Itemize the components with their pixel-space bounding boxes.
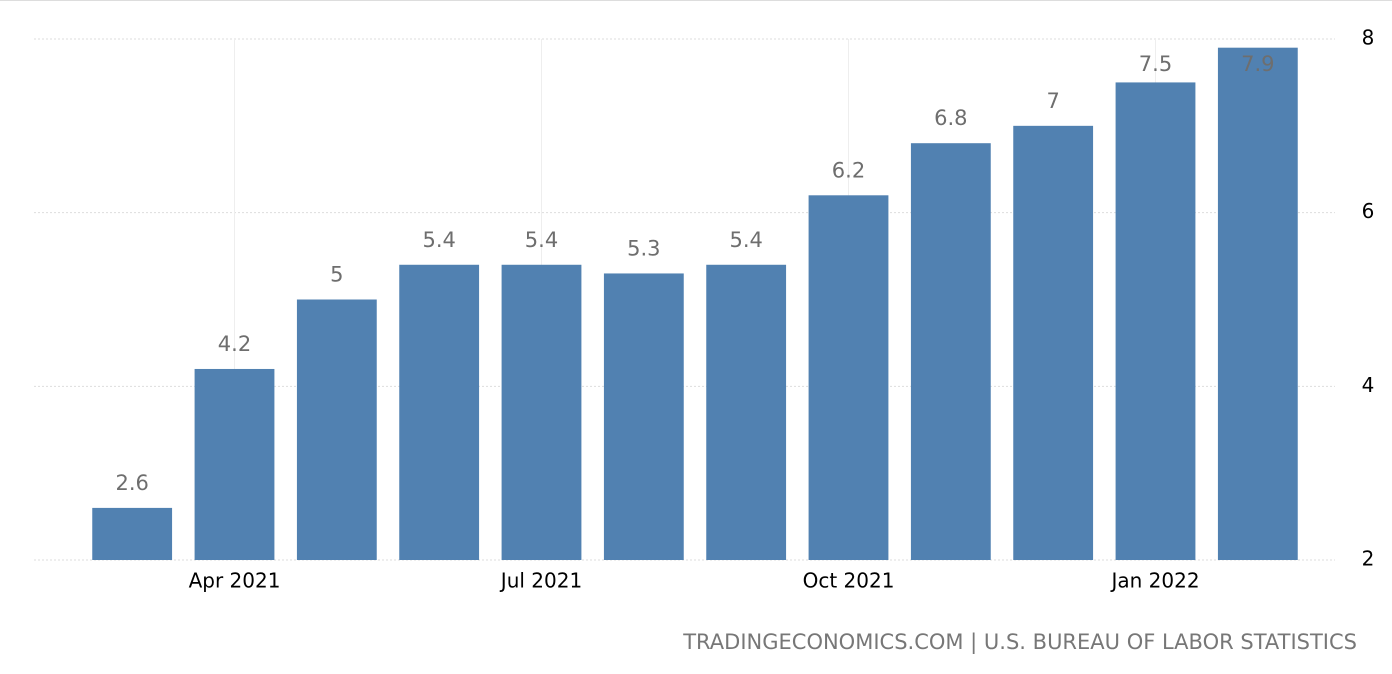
- bar: [92, 507, 173, 560]
- value-label: 4.2: [218, 332, 251, 356]
- x-tick-label: Apr 2021: [189, 569, 281, 593]
- y-tick-label: 8: [1362, 26, 1375, 50]
- source: TRADINGECONOMICS.COM | U.S. BUREAU OF LA…: [682, 630, 1357, 655]
- bar: [603, 273, 684, 560]
- bar: [296, 299, 377, 560]
- y-tick-label: 6: [1362, 199, 1375, 223]
- bar: [399, 264, 480, 560]
- value-label: 2.6: [115, 471, 148, 495]
- x-tick-label: Jan 2022: [1109, 569, 1199, 593]
- bar: [706, 264, 787, 560]
- x-tick-label: Jul 2021: [499, 569, 582, 593]
- value-label: 7.5: [1139, 52, 1172, 76]
- value-label: 5.4: [525, 228, 558, 252]
- value-label: 5.4: [729, 228, 762, 252]
- value-label: 5.3: [627, 236, 660, 260]
- bar: [1115, 82, 1196, 561]
- bar: [1013, 125, 1094, 560]
- value-label: 5: [330, 263, 343, 287]
- value-label: 6.2: [832, 158, 865, 182]
- y-tick-label: 2: [1362, 547, 1375, 571]
- value-label: 5.4: [422, 228, 455, 252]
- bar: [808, 195, 889, 561]
- bar: [910, 143, 991, 560]
- value-label: 6.8: [934, 106, 967, 130]
- value-label: 7: [1046, 89, 1059, 113]
- bar: [501, 264, 582, 560]
- bar: [1217, 47, 1298, 560]
- value-label: 7.9: [1241, 52, 1274, 76]
- y-tick-label: 4: [1362, 373, 1375, 397]
- x-tick-label: Oct 2021: [803, 569, 895, 593]
- bar: [194, 368, 275, 560]
